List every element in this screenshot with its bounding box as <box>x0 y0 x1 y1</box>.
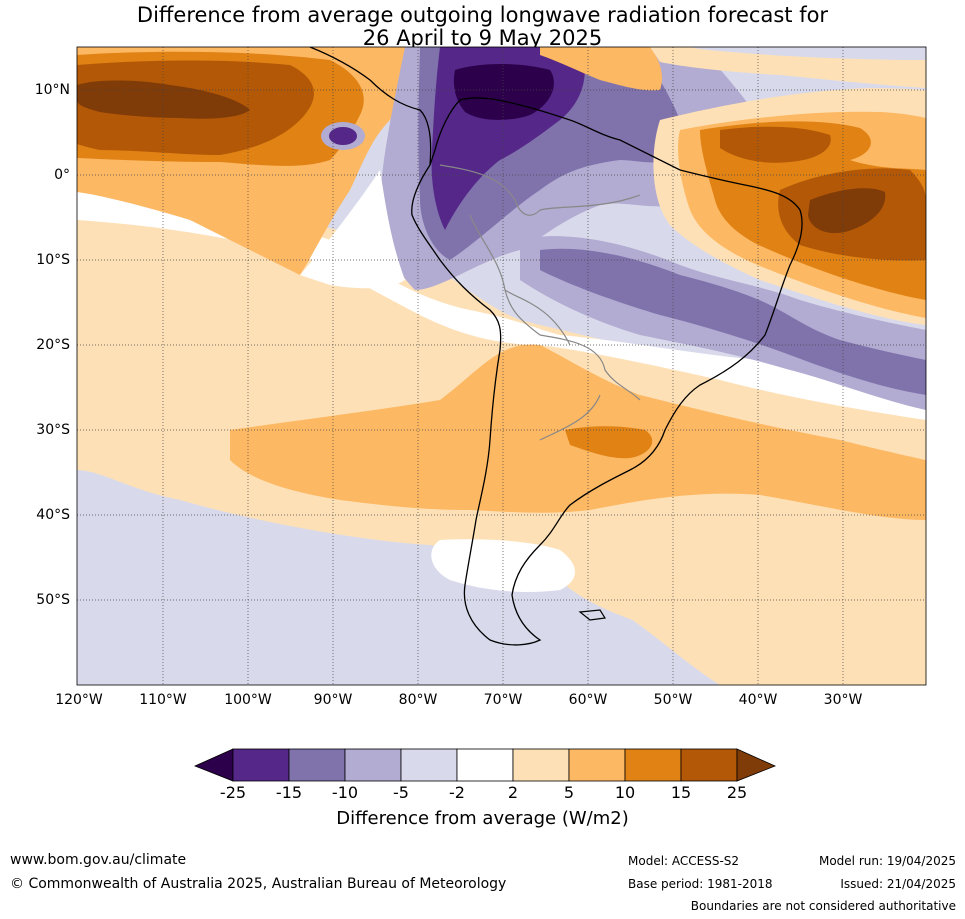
neg2-region-patagonia <box>300 565 555 672</box>
lon-label-60w: 60°W <box>568 692 608 708</box>
neutral-band-north <box>300 170 405 289</box>
lon-label-80w: 80°W <box>398 692 438 708</box>
lat-label-40s: 40°S <box>36 507 70 523</box>
colorbar-swatch-neg5 <box>400 748 458 782</box>
lon-label-100w: 100°W <box>224 692 272 708</box>
pos25-region-north-pacific <box>77 80 250 119</box>
copyright-text: © Commonwealth of Australia 2025, Austra… <box>10 876 507 892</box>
lat-label-30s: 30°S <box>36 422 70 438</box>
colorbar-swatch-below-25 <box>193 748 234 782</box>
colorbar-swatch-pos10 <box>624 748 682 782</box>
lon-label-110w: 110°W <box>139 692 187 708</box>
lat-label-0: 0° <box>54 167 70 183</box>
colorbar-title: Difference from average (W/m2) <box>336 808 629 829</box>
colorbar-swatch-neg10 <box>344 748 402 782</box>
falkland-islands <box>578 609 607 621</box>
neg2-region-caribbean <box>690 47 926 60</box>
pos5-region-caribbean <box>540 47 662 91</box>
pos10-region-uruguay <box>565 426 653 459</box>
colorbar-tick-label: -15 <box>275 783 303 802</box>
colorbar-tick-label: -5 <box>393 783 409 802</box>
neg15-blob-galapagos <box>329 127 357 145</box>
lat-label-10s: 10°S <box>36 252 70 268</box>
issued-info: Issued: 21/04/2025 <box>840 877 956 891</box>
colorbar-tick-label: 2 <box>507 783 519 802</box>
pos15-region-atlantic <box>720 126 831 163</box>
central-america-coastline <box>309 47 432 166</box>
model-run-info: Model run: 19/04/2025 <box>818 854 956 868</box>
pos2-region-southeast <box>540 511 926 685</box>
colorbar-swatch-neg15 <box>288 748 346 782</box>
lon-label-120w: 120°W <box>55 692 103 708</box>
lon-label-30w: 30°W <box>823 692 863 708</box>
lon-label-40w: 40°W <box>738 692 778 708</box>
lat-label-50s: 50°S <box>36 592 70 608</box>
colorbar-swatch-pos2 <box>512 748 570 782</box>
south-america-coastline <box>411 97 803 646</box>
colorbar-tick-label: -25 <box>219 783 247 802</box>
colorbar-tick-label: -2 <box>449 783 465 802</box>
colorbar-tick-label: 5 <box>563 783 575 802</box>
lat-label-20s: 20°S <box>36 337 70 353</box>
chart-title: Difference from average outgoing longwav… <box>0 4 965 50</box>
colorbar-tick-label: -10 <box>331 783 359 802</box>
colorbar-tick-label: 25 <box>726 783 748 802</box>
lon-label-70w: 70°W <box>483 692 523 708</box>
colorbar-swatch-above-25 <box>736 748 777 782</box>
neg25-region-amazon <box>453 64 554 120</box>
neg10-region-brazil-atlantic <box>540 248 926 395</box>
map-field <box>77 47 926 685</box>
graticule <box>77 47 926 685</box>
pos25-region-atlantic <box>808 188 886 234</box>
country-borders <box>439 164 641 441</box>
colorbar-swatch-neutral <box>456 748 514 782</box>
colorbar-swatch-pos15 <box>680 748 738 782</box>
title-line-2: 26 April to 9 May 2025 <box>362 26 603 50</box>
neutral-region-patagonia <box>431 539 575 592</box>
colorbar <box>193 748 777 782</box>
website-link[interactable]: www.bom.gov.au/climate <box>10 852 187 868</box>
disclaimer-text: Boundaries are not considered authoritat… <box>690 899 956 913</box>
title-line-1: Difference from average outgoing longwav… <box>136 3 829 27</box>
lon-label-90w: 90°W <box>313 692 353 708</box>
colorbar-swatch-neg25 <box>232 748 290 782</box>
lon-label-50w: 50°W <box>653 692 693 708</box>
colorbar-tick-label: 10 <box>614 783 636 802</box>
colorbar-tick-label: 15 <box>670 783 692 802</box>
lat-label-10n: 10°N <box>34 82 70 98</box>
model-info: Model: ACCESS-S2 <box>628 854 740 868</box>
base-period-info: Base period: 1981-2018 <box>628 877 773 891</box>
map-frame <box>76 46 927 686</box>
colorbar-swatch-pos5 <box>568 748 626 782</box>
